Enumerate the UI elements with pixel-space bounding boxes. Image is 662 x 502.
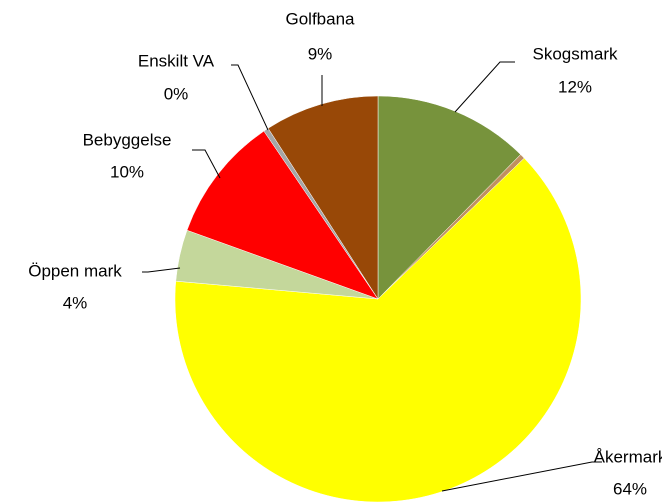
value-label: 4% [63,293,88,312]
value-label: 64% [613,479,647,498]
leader-line [454,61,515,113]
slice-label: Golfbana [286,9,356,28]
leader-line [192,149,221,179]
value-label: 9% [308,44,333,63]
slice-label: Bebyggelse [83,130,172,149]
value-label: 0% [164,84,189,103]
leader-line [142,267,181,273]
value-label: 12% [558,77,592,96]
slice-label: Åkermark [594,447,662,466]
slice-label: Öppen mark [28,261,122,280]
pie-slice [267,95,379,300]
slice-label: Skogsmark [532,44,618,63]
value-label: 10% [110,162,144,181]
slice-label: Enskilt VA [138,51,215,70]
leader-line [231,64,269,131]
leader-line [441,461,602,492]
